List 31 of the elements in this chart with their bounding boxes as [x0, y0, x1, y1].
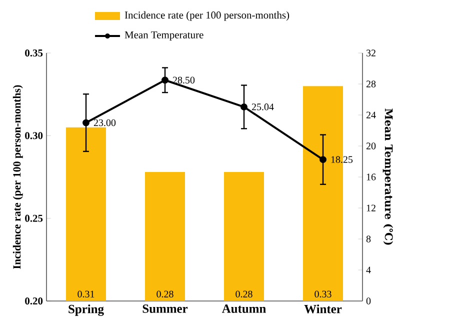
legend-label: Incidence rate (per 100 person-months)	[124, 11, 290, 21]
point	[240, 103, 248, 110]
data-label: 0.31	[78, 290, 94, 298]
y-tick-label: 0.25	[25, 214, 43, 222]
data-label: 23.00	[94, 119, 116, 126]
point	[320, 156, 326, 164]
y-tick-label: 0.35	[25, 49, 43, 57]
y-tick-label: 0.20	[25, 297, 43, 305]
x-tick-label: Summer	[142, 304, 188, 313]
y2-tick-label: 4	[366, 266, 371, 274]
data-label: 25.04	[252, 104, 274, 110]
y2-tick-label: 24	[366, 112, 376, 118]
y2-axis-title: Mean Temperature (℃)	[382, 108, 393, 245]
legend-label: Mean Temperature	[124, 31, 204, 41]
y-tick-label: 0.30	[25, 132, 43, 140]
x-tick-label: Spring	[68, 304, 104, 316]
point	[82, 119, 90, 126]
y2-tick-label: 32	[366, 50, 376, 56]
y2-tick-label: 20	[366, 142, 376, 150]
point	[162, 76, 168, 84]
x-tick-label: Winter	[304, 304, 342, 314]
data-label: 0.28	[236, 290, 252, 298]
y2-tick-label: 28	[366, 80, 376, 88]
data-label: 0.33	[314, 290, 332, 298]
x-tick-label: Autumn	[222, 304, 266, 313]
y2-tick-label: 12	[366, 204, 376, 212]
y2-tick-label: 16	[366, 174, 376, 180]
y-axis-title: Incidence rate (per 100 person-months)	[12, 85, 23, 269]
y2-tick-label: 8	[366, 236, 371, 242]
data-label: 0.28	[156, 290, 174, 298]
y2-tick-label: 0	[366, 298, 371, 304]
